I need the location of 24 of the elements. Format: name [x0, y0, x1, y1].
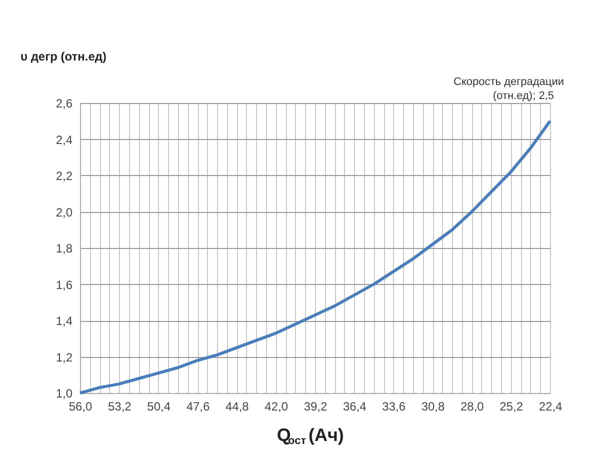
- x-tick-label: 33,6: [382, 400, 406, 414]
- y-tick-label: 1,2: [56, 350, 73, 364]
- y-tick-label: 2,4: [56, 132, 73, 147]
- x-tick-label: 42,0: [264, 400, 288, 414]
- y-tick-label: 1,8: [56, 242, 73, 256]
- x-tick-label: 36,4: [342, 400, 367, 414]
- x-tick-label: 53,2: [108, 400, 132, 414]
- y-tick-label: 2,0: [56, 205, 73, 220]
- x-tick-label: 50,4: [147, 400, 171, 414]
- y-tick-label: 1,6: [56, 278, 73, 292]
- y-tick-label: 1,4: [56, 314, 73, 328]
- y-tick-label: 2,2: [56, 169, 73, 183]
- x-tick-label: 47,6: [186, 400, 210, 414]
- x-tick-label: 22,4: [538, 400, 562, 414]
- y-tick-label: 2,6: [56, 96, 73, 110]
- y-tick-label: 1,0: [56, 386, 73, 400]
- x-tick-label: 56,0: [68, 400, 92, 414]
- x-tick-label: 30,8: [421, 400, 445, 414]
- x-tick-label: 44,8: [225, 400, 250, 414]
- x-tick-label: 39,2: [304, 400, 328, 414]
- annotation: Скорость деградации (отн.ед); 2,5: [454, 76, 564, 102]
- y-axis-title: υ дегр (отн.ед): [20, 50, 107, 64]
- x-tick-label: 28,0: [460, 400, 484, 414]
- x-tick-label: 25,2: [500, 400, 524, 414]
